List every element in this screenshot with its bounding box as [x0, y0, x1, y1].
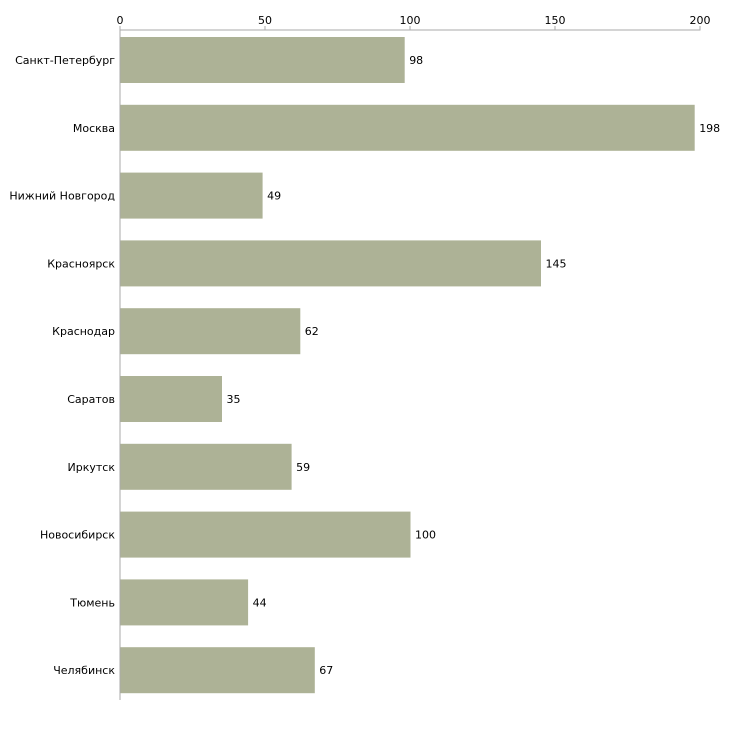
value-label: 98 [409, 54, 423, 67]
bar [120, 240, 541, 287]
category-label: Саратов [67, 393, 115, 406]
category-label: Москва [73, 122, 115, 135]
value-label: 100 [415, 529, 436, 542]
category-label: Иркутск [68, 461, 116, 474]
x-tick-label: 0 [117, 14, 124, 27]
value-label: 44 [253, 596, 267, 609]
bar [120, 104, 695, 151]
value-label: 145 [546, 257, 567, 270]
x-tick-label: 100 [400, 14, 421, 27]
category-label: Тюмень [69, 596, 115, 609]
category-label: Новосибирск [40, 529, 115, 542]
category-label: Краснодар [52, 325, 115, 338]
bar [120, 37, 405, 83]
category-label: Красноярск [47, 257, 115, 270]
value-label: 62 [305, 325, 319, 338]
value-labels: 98 198 49 145 62 35 59 100 44 67 [227, 54, 721, 677]
bar [120, 511, 411, 558]
bar [120, 443, 292, 490]
bar [120, 172, 263, 219]
x-tick-label: 200 [690, 14, 711, 27]
category-label: Челябинск [53, 664, 115, 677]
value-label: 198 [699, 122, 720, 135]
value-label: 49 [267, 190, 281, 203]
value-label: 35 [227, 393, 241, 406]
category-label: Санкт-Петербург [15, 54, 115, 67]
bar [120, 376, 222, 422]
x-tick-label: 50 [258, 14, 272, 27]
value-label: 59 [296, 461, 310, 474]
bars [120, 37, 695, 694]
category-labels: Санкт-Петербург Москва Нижний Новгород Крас… [9, 54, 115, 677]
bar [120, 647, 315, 694]
bar [120, 308, 301, 355]
bar [120, 579, 249, 626]
x-axis-ticks: 0 50 100 150 200 [117, 14, 711, 30]
value-label: 67 [319, 664, 333, 677]
category-label: Нижний Новгород [9, 190, 115, 203]
x-tick-label: 150 [545, 14, 566, 27]
